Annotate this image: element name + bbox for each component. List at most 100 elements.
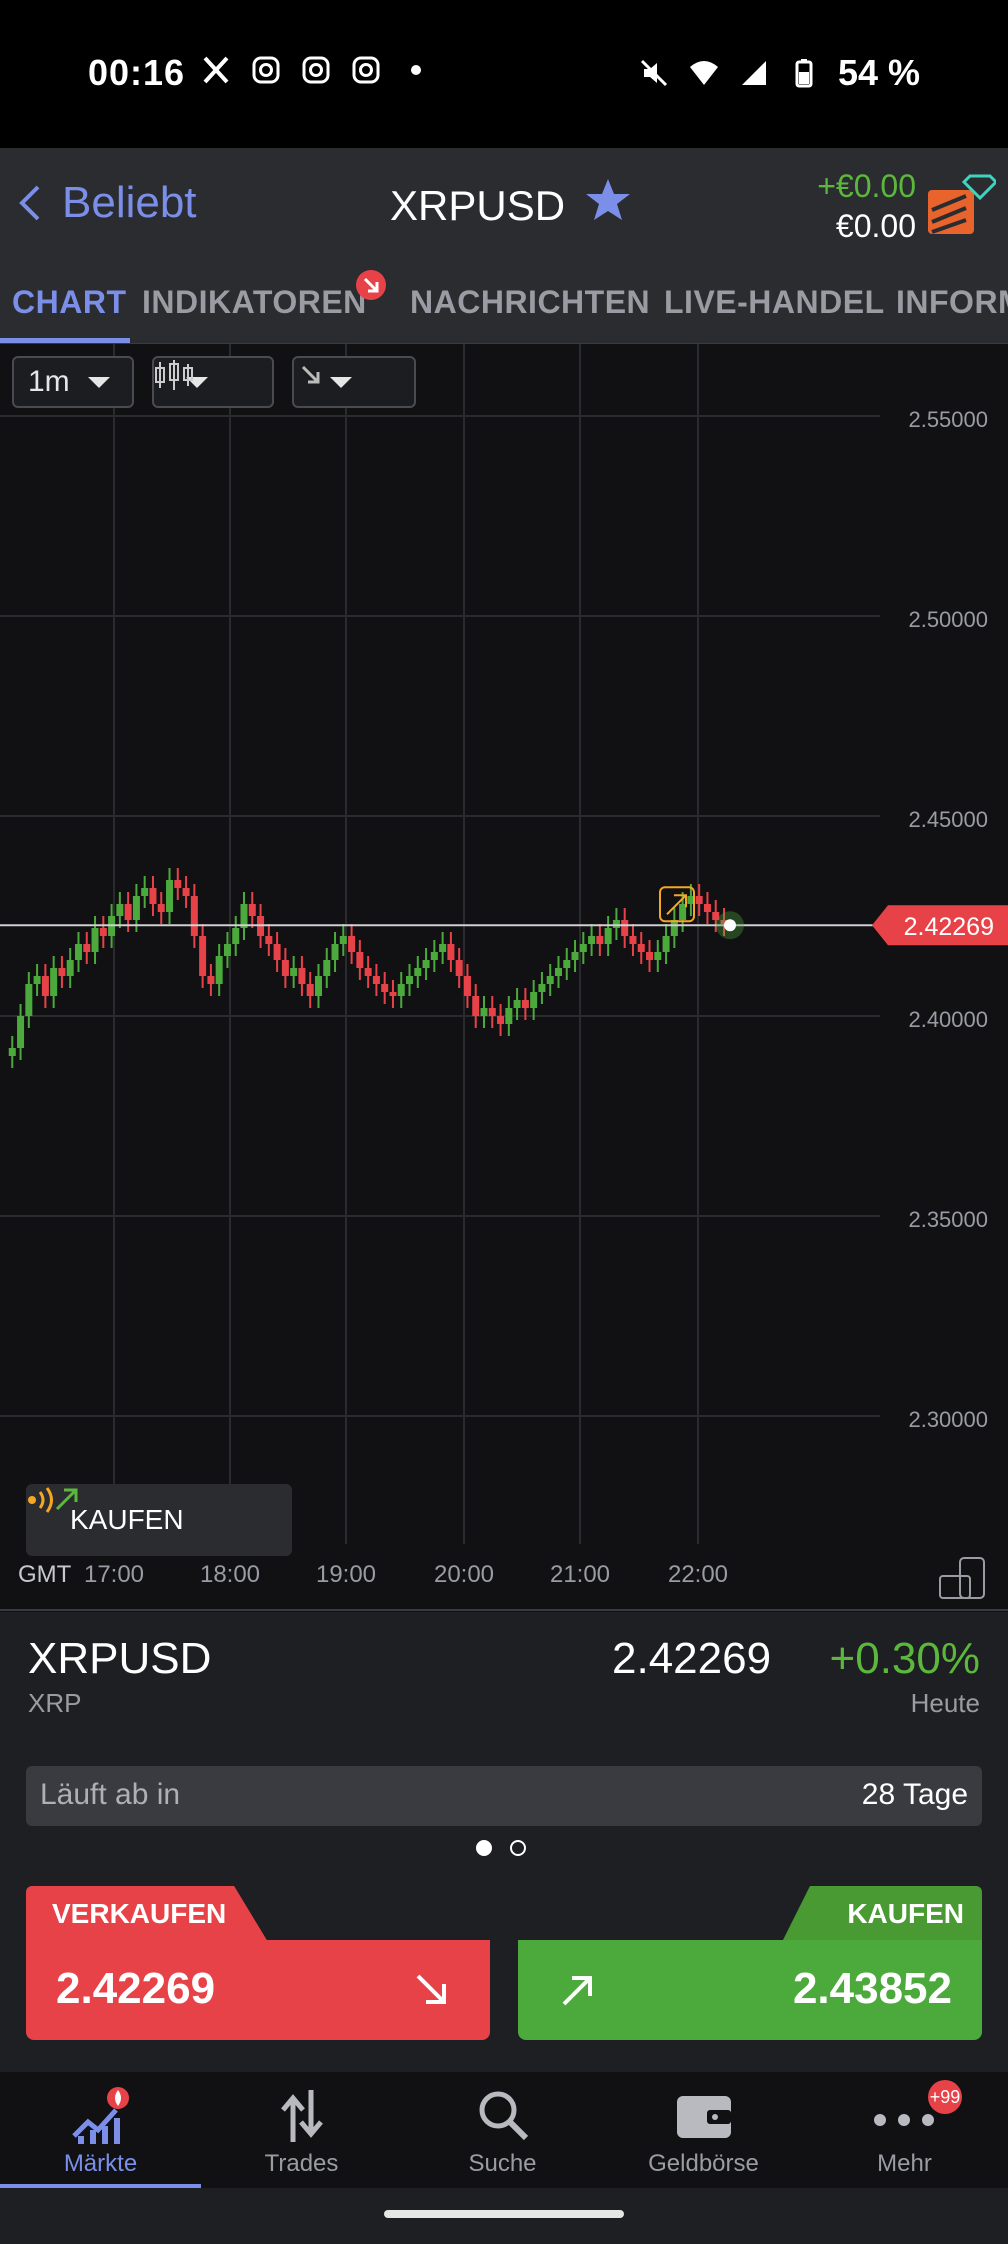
nav-suche[interactable]: Suche (402, 2072, 603, 2188)
candle-body (58, 968, 66, 976)
battery-percent: 54 % (837, 52, 920, 93)
nav-label: Geldbörse (648, 2150, 759, 2177)
chart-type-dropdown[interactable] (152, 356, 274, 408)
buy-label: KAUFEN (782, 1886, 982, 1942)
candle-body (124, 904, 132, 920)
candle-body (364, 968, 372, 976)
back-label: Beliebt (62, 178, 197, 227)
sell-label: VERKAUFEN (26, 1886, 268, 1942)
page-dot[interactable] (510, 1840, 526, 1856)
candle-body (546, 976, 554, 984)
tab-chart[interactable]: CHART (12, 284, 127, 320)
x-tick-label: 18:00 (200, 1561, 260, 1588)
page-dot-active[interactable] (476, 1840, 492, 1856)
candle-body (703, 904, 711, 912)
status-bar: 00:16 54 % (0, 0, 1008, 148)
y-tick-label: 2.55000 (908, 407, 988, 432)
trade-direction-dropdown[interactable] (292, 356, 416, 408)
pl-change: +€0.00 (817, 168, 916, 204)
candle-body (389, 992, 397, 996)
app-header: Beliebt XRPUSD +€0.00 €0.00 (0, 148, 1008, 264)
candle-body (571, 952, 579, 960)
x-tick-label: 21:00 (550, 1561, 610, 1588)
signal-icon (741, 61, 766, 85)
candle-body (83, 944, 91, 952)
tab-bar: CHART INDIKATOREN NACHRICHTEN LIVE-HANDE… (0, 264, 1008, 344)
arrow-up-right-icon (562, 1976, 592, 2006)
arrow-up-right-icon (666, 894, 687, 915)
y-tick-label: 2.50000 (908, 607, 988, 632)
pl-value: €0.00 (835, 208, 916, 244)
home-indicator[interactable] (384, 2210, 624, 2218)
more-dots-icon (874, 2114, 934, 2126)
interval-value: 1m (28, 365, 70, 398)
candle-body (596, 936, 604, 944)
y-tick-label: 2.45000 (908, 807, 988, 832)
candle-body (538, 984, 546, 992)
buy-price: 2.43852 (792, 1964, 952, 2013)
candle-body (66, 960, 74, 976)
active-tab-indicator (0, 338, 130, 343)
notification-icons (200, 54, 432, 86)
candle-body (174, 880, 182, 888)
candle-body (190, 896, 198, 936)
back-button[interactable]: Beliebt (18, 178, 197, 228)
dot-icon (411, 65, 421, 75)
buy-signal-chip[interactable]: KAUFEN (26, 1484, 292, 1556)
nav-label: Trades (264, 2150, 339, 2177)
candle-body (116, 904, 124, 916)
nav-trades[interactable]: Trades (201, 2072, 402, 2188)
caret-down-icon (87, 376, 110, 388)
candlestick-icon (155, 360, 193, 390)
favorite-star-icon[interactable] (584, 176, 632, 224)
broadcast-icon (28, 1487, 53, 1513)
chevron-left-icon (19, 185, 40, 221)
sell-button[interactable]: 2.42269 (26, 1940, 490, 2040)
tab-information[interactable]: INFORM (896, 284, 1008, 320)
tab-live-handel[interactable]: LIVE-HANDEL (664, 284, 885, 320)
tab-nachrichten[interactable]: NACHRICHTEN (410, 284, 651, 320)
candlestick-chart[interactable]: 2.55000 2.50000 2.45000 2.40000 2.35000 2.300… (0, 344, 1008, 1612)
x-tick-label: GMT (18, 1561, 72, 1588)
portfolio-diamond-icon[interactable] (926, 170, 996, 240)
nav-maerkte[interactable]: Märkte (0, 2072, 201, 2188)
interval-dropdown[interactable]: 1m (12, 356, 134, 408)
candle-body (240, 904, 248, 928)
candle-body (248, 904, 256, 916)
status-time: 00:16 (88, 52, 186, 93)
instrument-change: +0.30% (829, 1634, 980, 1683)
trade-marker-icon (659, 886, 695, 923)
tab-indikatoren[interactable]: INDIKATOREN (142, 284, 367, 320)
nav-geldboerse[interactable]: Geldbörse (603, 2072, 804, 2188)
candle-body (166, 880, 174, 912)
candle-body (687, 896, 695, 904)
caret-down-icon (186, 376, 208, 388)
candle-body (290, 968, 298, 976)
candle-body (149, 888, 157, 904)
candle-body (223, 944, 231, 956)
nav-label: Mehr (877, 2150, 932, 2177)
candle-body (372, 976, 380, 984)
candle-body (199, 936, 207, 976)
current-price-dot (724, 919, 736, 932)
candle-body (480, 1008, 488, 1016)
candle-body (430, 952, 438, 960)
candle-body (331, 944, 339, 960)
nav-mehr[interactable]: +99 Mehr (804, 2072, 1005, 2188)
buy-button[interactable]: 2.43852 (518, 1940, 982, 2040)
arrow-down-right-icon (301, 365, 320, 384)
nav-label: Suche (468, 2150, 537, 2177)
price-chart[interactable]: 2.55000 2.50000 2.45000 2.40000 2.35000 2.300… (0, 344, 1008, 1612)
instagram-icon (352, 56, 380, 84)
arrow-down-right-icon (363, 277, 379, 293)
candle-body (33, 976, 41, 984)
candle-body (50, 968, 58, 996)
candle-body (447, 944, 455, 960)
swap-arrows-icon (281, 2090, 323, 2142)
candle-body (679, 904, 687, 920)
wallet-icon (677, 2096, 731, 2138)
candle-body (455, 960, 463, 976)
candle-body (588, 936, 596, 944)
candle-body (17, 1016, 25, 1048)
current-price-tag (872, 905, 1008, 946)
